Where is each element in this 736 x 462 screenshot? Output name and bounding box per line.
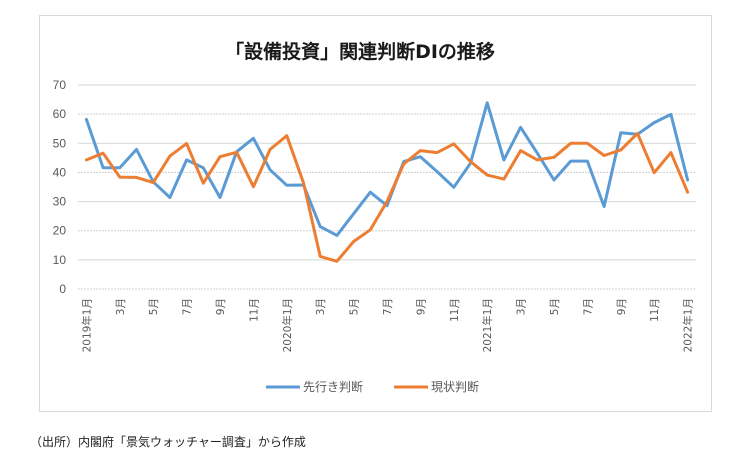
legend: 先行き判断 現状判断 [266, 379, 479, 394]
y-tick-label: 60 [53, 107, 67, 121]
source-note: （出所）内閣府「景気ウォッチャー調査」から作成 [30, 435, 306, 449]
y-tick-label: 30 [53, 195, 67, 209]
series-line-current [84, 131, 690, 263]
x-tick-label: 2022年1月 [682, 298, 695, 352]
x-tick-label: 11月 [248, 298, 260, 322]
series-line-forward-looking [84, 101, 690, 237]
y-tick-label: 40 [53, 165, 67, 179]
x-tick-label: 2021年1月 [481, 298, 494, 352]
x-tick-label: 9月 [415, 298, 427, 315]
x-tick-label: 9月 [215, 298, 227, 315]
x-tick-label: 5月 [349, 298, 361, 315]
x-tick-label: 2020年1月 [281, 298, 294, 352]
series-lines [84, 101, 690, 263]
chart-title: 「設備投資」関連判断DIの推移 [225, 40, 495, 63]
y-tick-label: 20 [53, 224, 67, 238]
y-axis-tick-labels: 0 10 20 30 40 50 60 70 [53, 78, 67, 296]
legend-label-forward-looking: 先行き判断 [303, 379, 363, 394]
x-axis-tick-labels: 2019年1月 3月 5月 7月 9月 11月 2020年1月 3月 5月 7月 9月 11月 2021… [80, 298, 694, 352]
x-tick-label: 9月 [616, 298, 628, 315]
x-tick-label: 3月 [115, 298, 127, 315]
y-tick-label: 50 [53, 136, 67, 150]
y-tick-label: 70 [53, 78, 67, 92]
y-tick-label: 0 [59, 282, 66, 296]
x-tick-label: 3月 [315, 298, 327, 315]
x-tick-label: 3月 [516, 298, 528, 315]
x-tick-label: 5月 [549, 298, 561, 315]
x-tick-label: 11月 [449, 298, 461, 322]
x-tick-label: 5月 [148, 298, 160, 315]
x-tick-label: 2019年1月 [80, 298, 93, 352]
x-tick-label: 7月 [582, 298, 594, 315]
gridlines [78, 84, 696, 290]
x-tick-label: 11月 [649, 298, 661, 322]
x-tick-label: 7月 [182, 298, 194, 315]
chart-frame [39, 15, 712, 412]
y-tick-label: 10 [53, 253, 67, 267]
x-tick-label: 7月 [382, 298, 394, 315]
legend-label-current: 現状判断 [431, 379, 479, 394]
